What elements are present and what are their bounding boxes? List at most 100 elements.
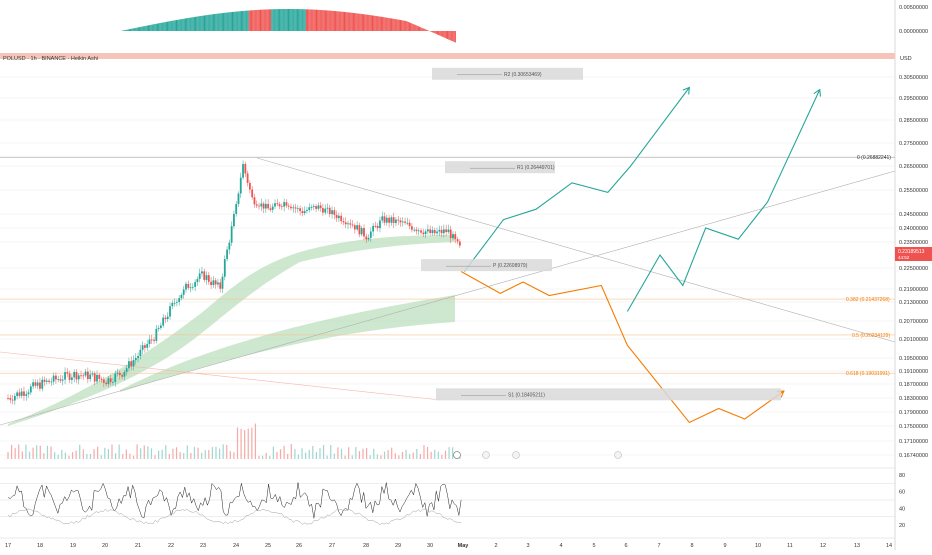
oscillator-bar (294, 9, 295, 31)
candle-body (299, 208, 301, 211)
volume-bar (240, 429, 241, 459)
oscillator-bar (154, 24, 155, 31)
flag-icon[interactable] (513, 452, 520, 459)
volume-bar (423, 445, 424, 459)
oscillator-bar (170, 21, 171, 31)
volume-bar (215, 447, 216, 459)
flag-icon[interactable] (483, 452, 490, 459)
oscillator-bar (328, 11, 329, 31)
oscillator-bar (212, 14, 213, 31)
oscillator-bar (257, 10, 258, 31)
oscillator-bar (277, 9, 278, 31)
candle-body (448, 230, 450, 232)
oscillator-bar (353, 13, 354, 31)
date-axis-tick: 6 (624, 543, 627, 549)
oscillator-bar (366, 15, 367, 31)
flag-icon[interactable] (615, 452, 622, 459)
volume-bar (416, 449, 417, 459)
oscillator-bar (144, 26, 145, 31)
volume-bar (140, 448, 141, 459)
volume-bar (180, 452, 181, 459)
candle-body (12, 400, 14, 401)
volume-bar (248, 428, 249, 459)
candle-body (331, 210, 333, 214)
volume-bar (362, 449, 363, 459)
candle-body (62, 380, 64, 381)
candle-body (69, 374, 71, 380)
volume-bar (398, 455, 399, 459)
date-axis-tick: 20 (102, 543, 108, 549)
volume-bar (219, 449, 220, 459)
oscillator-bar (186, 18, 187, 31)
oscillator-bar (163, 22, 164, 31)
pivot-box-p[interactable] (421, 259, 552, 271)
candle-body (454, 234, 456, 239)
oscillator-bar (441, 31, 442, 37)
oscillator-bar (131, 29, 132, 31)
oscillator-bar (394, 19, 395, 31)
oscillator-bar (241, 11, 242, 31)
candle-body (114, 374, 116, 382)
oscillator-bar (200, 16, 201, 31)
candle-body (247, 173, 249, 183)
volume-bar (129, 454, 130, 459)
candle-body (66, 372, 68, 373)
volume-bar (309, 450, 310, 459)
oscillator-bar (390, 18, 391, 31)
volume-bar (251, 428, 252, 459)
oscillator-bar (408, 22, 409, 31)
date-axis-tick: 19 (70, 543, 76, 549)
refresh-icon[interactable] (454, 452, 461, 459)
oscillator-bar (287, 9, 288, 31)
volume-bar (301, 448, 302, 459)
oscillator-bar (161, 23, 162, 31)
fib-0-label: 0 (0.26882241) (857, 155, 891, 161)
date-axis-tick: 29 (395, 543, 401, 549)
candle-body (413, 230, 415, 231)
oscillator-bar (129, 29, 130, 31)
date-axis-tick: 22 (168, 543, 174, 549)
oscillator-bar (253, 10, 254, 31)
oscillator-bar (381, 17, 382, 31)
price-axis[interactable]: 0.305000000.295000000.285000000.27500000… (899, 75, 928, 459)
volume-bar (305, 453, 306, 459)
oscillator-bar (202, 16, 203, 31)
candle-body (365, 236, 367, 239)
candle-body (238, 194, 240, 204)
volume-bar (452, 447, 453, 459)
volume-bar (58, 455, 59, 459)
candle-body (197, 279, 199, 282)
candle-body (55, 376, 57, 380)
candle-body (130, 361, 132, 366)
oscillator-bar (174, 20, 175, 31)
candle-body (313, 206, 315, 207)
volume-bar (43, 453, 44, 459)
candle-body (30, 386, 32, 392)
oscillator-bar (272, 9, 273, 31)
oscillator-bar (335, 11, 336, 31)
candle-body (251, 190, 253, 198)
candle-body (329, 208, 331, 214)
oscillator-bar (239, 11, 240, 31)
oscillator-bar (432, 31, 433, 33)
volume-bar (298, 454, 299, 459)
volume-bar (29, 452, 30, 459)
oscillator-bar (376, 16, 377, 31)
pivot-box-s1[interactable] (436, 388, 781, 400)
oscillator-bar (425, 29, 426, 31)
oscillator-bar (407, 21, 408, 31)
oscillator-bar (201, 16, 202, 31)
oscillator-bar (444, 31, 445, 38)
oscillator-bar (124, 30, 125, 31)
candle-body (146, 344, 148, 348)
price-axis-tick: 0.18300000 (899, 396, 928, 402)
candle-body (306, 210, 308, 211)
candle-body (384, 216, 386, 222)
price-axis-tick: 0.20100000 (899, 337, 928, 343)
candle-body (210, 282, 212, 285)
candle-body (112, 382, 114, 383)
candle-body (135, 358, 137, 360)
